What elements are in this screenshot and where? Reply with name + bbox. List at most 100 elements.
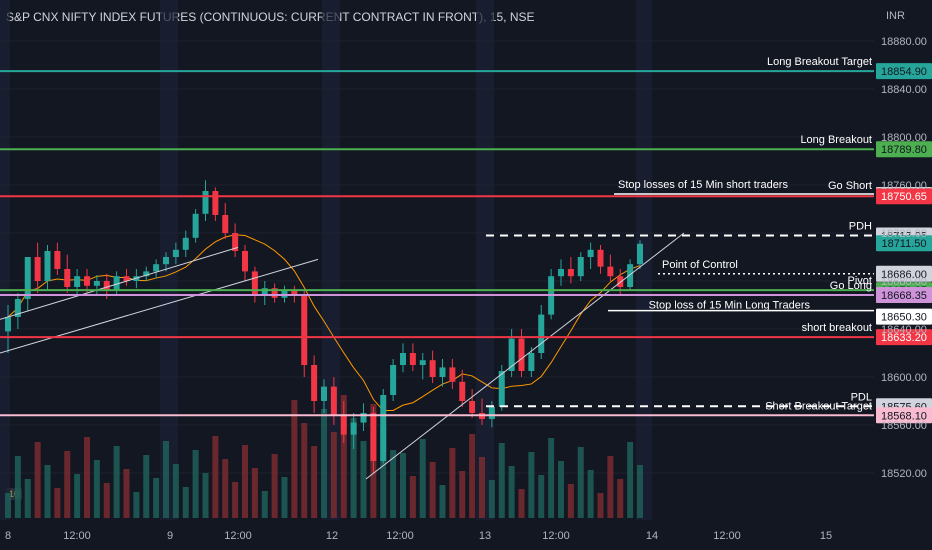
candle-body — [558, 269, 564, 277]
candle-body — [587, 249, 594, 257]
y-tick-label: 18840.00 — [881, 84, 927, 96]
volume-bar — [222, 459, 229, 518]
volume-bar — [5, 493, 11, 518]
candle-body — [538, 314, 545, 353]
volume-bar — [429, 462, 436, 518]
candle-body — [202, 191, 209, 214]
volume-bar — [291, 400, 298, 518]
session-band-4 — [636, 0, 652, 520]
volume-bar — [261, 491, 268, 518]
volume-bar — [567, 484, 574, 518]
volume-bar — [153, 478, 160, 518]
candle-body — [271, 288, 278, 298]
y-tick-label: 18720.00 — [881, 228, 927, 240]
candle-body — [617, 276, 624, 287]
volume-bar — [617, 479, 624, 518]
volume-bar — [528, 452, 535, 518]
volume-bar — [390, 450, 397, 518]
candle-body — [143, 271, 150, 277]
candle-body — [449, 367, 456, 382]
volume-bar — [54, 488, 61, 518]
candle-body — [607, 266, 614, 277]
volume-bar — [123, 469, 130, 518]
volume-bar — [172, 464, 179, 518]
volume-bar — [202, 473, 209, 518]
candle-body — [400, 353, 406, 365]
volume-bar — [340, 395, 347, 518]
candle-body — [34, 257, 41, 281]
volume-bar — [439, 485, 446, 518]
candle-body — [291, 290, 298, 296]
level-label: Pivot — [848, 275, 872, 287]
volume-bar — [419, 439, 426, 518]
volume-bar — [400, 453, 406, 518]
candle-body — [459, 381, 466, 401]
price-badge-text: 18711.50 — [881, 238, 926, 250]
candle-body — [251, 271, 258, 296]
volume-bar — [321, 409, 327, 518]
volume-bar — [281, 477, 288, 518]
volume-bar — [271, 454, 278, 518]
candle-body — [5, 317, 11, 332]
volume-bar — [93, 460, 100, 518]
price-badge-text: 18650.30 — [881, 312, 927, 324]
price-badge — [876, 63, 932, 80]
x-tick-label: 9 — [167, 530, 173, 542]
volume-bar — [488, 480, 495, 518]
level-label: Go Short — [828, 180, 872, 192]
trendline-rising — [365, 232, 685, 480]
volume-bar — [301, 423, 308, 518]
y-tick-label: 18600.00 — [881, 372, 927, 384]
candle-body — [419, 360, 426, 365]
currency-label: INR — [886, 10, 905, 22]
candle-body — [469, 401, 476, 413]
candle-body — [192, 213, 199, 238]
volume-bar — [24, 479, 31, 518]
x-tick-label: 12:00 — [63, 530, 91, 542]
y-tick-label: 18760.00 — [881, 180, 927, 192]
chart-title: S&P CNX NIFTY INDEX FUTURES (CONTINUOUS:… — [6, 10, 535, 24]
price-badge-text: 18668.35 — [881, 290, 927, 302]
volume-bar — [64, 451, 71, 518]
level-label: Stop losses of 15 Min short traders — [618, 179, 788, 191]
volume-bar — [242, 445, 248, 518]
x-tick-label: 8 — [5, 530, 11, 542]
candle-body — [627, 264, 634, 287]
candle-body — [409, 353, 416, 365]
volume-bar — [74, 474, 81, 518]
level-label: Short Breakout Target — [765, 400, 872, 412]
moving-average-line — [7, 234, 641, 411]
level-label: Long Breakout Target — [767, 56, 872, 68]
volume-bar — [469, 434, 476, 518]
volume-bar — [449, 448, 456, 518]
candle-body — [242, 251, 248, 272]
price-badge — [876, 235, 932, 252]
volume-bar — [350, 418, 357, 518]
candle-body — [163, 257, 169, 265]
x-tick-label: 12:00 — [713, 530, 741, 542]
x-tick-label: 12:00 — [542, 530, 570, 542]
candle-body — [637, 243, 643, 265]
y-tick-label: 18640.00 — [881, 324, 927, 336]
volume-bar — [459, 471, 466, 518]
level-label: short breakout — [802, 322, 872, 334]
volume-bar — [479, 457, 485, 518]
candle-body — [340, 415, 347, 435]
candle-body — [311, 365, 318, 401]
price-badge-text: 18568.10 — [881, 410, 927, 422]
level-label: PDL — [851, 391, 872, 403]
level-label: Point of Control — [662, 259, 738, 271]
price-badge — [876, 407, 932, 424]
x-tick-label: 12:00 — [224, 530, 252, 542]
candle-body — [380, 395, 387, 461]
volume-bar — [182, 487, 189, 518]
volume-bar — [143, 455, 150, 518]
candle-body — [261, 288, 268, 296]
candle-body — [528, 353, 535, 371]
candle-body — [370, 413, 377, 461]
candle-body — [429, 360, 436, 377]
volume-bar — [232, 482, 239, 518]
volume-bar — [380, 427, 387, 518]
candle-body — [54, 251, 61, 269]
